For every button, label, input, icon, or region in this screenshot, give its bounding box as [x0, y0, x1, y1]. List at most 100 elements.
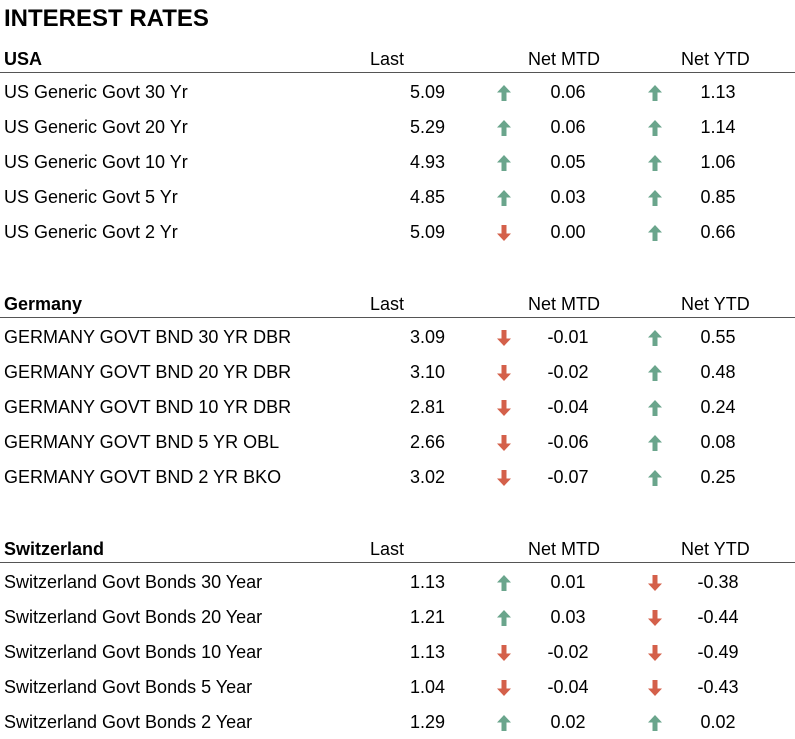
arrow-down-icon — [646, 609, 664, 627]
net-mtd-value: -0.02 — [547, 642, 589, 662]
section-header: Germany Last Net MTD Net YTD — [0, 293, 795, 318]
net-mtd-value: 0.03 — [550, 607, 586, 627]
instrument-name: GERMANY GOVT BND 10 YR DBR — [4, 397, 292, 417]
column-header-last: Last — [370, 49, 405, 69]
table-row: GERMANY GOVT BND 5 YR OBL 2.66 -0.06 0.08 — [0, 424, 795, 459]
arrow-down-icon — [495, 329, 513, 347]
arrow-up-icon — [646, 154, 664, 172]
arrow-up-icon — [646, 224, 664, 242]
column-header-net-ytd: Net YTD — [681, 539, 750, 559]
table-row: Switzerland Govt Bonds 10 Year 1.13 -0.02 -… — [0, 634, 795, 669]
net-ytd-value: -0.49 — [697, 642, 739, 662]
last-value: 2.81 — [409, 397, 445, 417]
table-row: Switzerland Govt Bonds 20 Year 1.21 0.03 -0… — [0, 599, 795, 634]
header-divider — [0, 562, 795, 563]
table-row: GERMANY GOVT BND 10 YR DBR 2.81 -0.04 0.24 — [0, 389, 795, 424]
net-ytd-value: 1.14 — [700, 117, 736, 137]
net-mtd-value: 0.06 — [550, 117, 586, 137]
net-mtd-value: -0.01 — [547, 327, 589, 347]
instrument-name: US Generic Govt 5 Yr — [4, 187, 178, 207]
net-mtd-value: 0.02 — [550, 712, 586, 732]
net-ytd-value: -0.38 — [697, 572, 739, 592]
last-value: 5.29 — [409, 117, 445, 137]
last-value: 5.09 — [409, 222, 445, 242]
arrow-down-icon — [495, 644, 513, 662]
net-ytd-value: 0.08 — [700, 432, 736, 452]
column-header-net-ytd: Net YTD — [681, 294, 750, 314]
arrow-down-icon — [495, 224, 513, 242]
section-title: USA — [4, 49, 43, 69]
last-value: 4.93 — [409, 152, 445, 172]
arrow-up-icon — [646, 84, 664, 102]
arrow-up-icon — [646, 469, 664, 487]
net-mtd-value: 0.00 — [550, 222, 586, 242]
net-ytd-value: -0.43 — [697, 677, 739, 697]
last-value: 5.09 — [409, 82, 445, 102]
last-value: 3.02 — [409, 467, 445, 487]
instrument-name: US Generic Govt 10 Yr — [4, 152, 188, 172]
header-divider — [0, 317, 795, 318]
table-row: GERMANY GOVT BND 2 YR BKO 3.02 -0.07 0.25 — [0, 459, 795, 494]
arrow-down-icon — [495, 364, 513, 382]
table-row: US Generic Govt 30 Yr 5.09 0.06 1.13 — [0, 74, 795, 109]
net-ytd-value: 1.13 — [700, 82, 736, 102]
section-title: Germany — [4, 294, 83, 314]
last-value: 1.04 — [409, 677, 445, 697]
net-mtd-value: -0.02 — [547, 362, 589, 382]
arrow-down-icon — [495, 679, 513, 697]
instrument-name: GERMANY GOVT BND 20 YR DBR — [4, 362, 292, 382]
arrow-down-icon — [495, 434, 513, 452]
net-ytd-value: 0.24 — [700, 397, 736, 417]
arrow-up-icon — [646, 714, 664, 732]
section-title: Switzerland — [4, 539, 105, 559]
arrow-down-icon — [646, 679, 664, 697]
table-row: Switzerland Govt Bonds 2 Year 1.29 0.02 0.0… — [0, 704, 795, 739]
table-row: US Generic Govt 2 Yr 5.09 0.00 0.66 — [0, 214, 795, 249]
arrow-down-icon — [646, 574, 664, 592]
section-header: Switzerland Last Net MTD Net YTD — [0, 538, 795, 563]
last-value: 1.29 — [409, 712, 445, 732]
net-ytd-value: 0.02 — [700, 712, 736, 732]
header-divider — [0, 72, 795, 73]
net-ytd-value: 0.85 — [700, 187, 736, 207]
arrow-up-icon — [646, 399, 664, 417]
instrument-name: Switzerland Govt Bonds 10 Year — [4, 642, 263, 662]
net-mtd-value: 0.01 — [550, 572, 586, 592]
column-header-net-mtd: Net MTD — [528, 294, 600, 314]
arrow-up-icon — [495, 154, 513, 172]
net-ytd-value: 1.06 — [700, 152, 736, 172]
table-row: US Generic Govt 5 Yr 4.85 0.03 0.85 — [0, 179, 795, 214]
instrument-name: US Generic Govt 2 Yr — [4, 222, 178, 242]
arrow-up-icon — [495, 574, 513, 592]
arrow-up-icon — [646, 189, 664, 207]
net-ytd-value: 0.25 — [700, 467, 736, 487]
section-header: USA Last Net MTD Net YTD — [0, 48, 795, 73]
net-mtd-value: 0.06 — [550, 82, 586, 102]
net-ytd-value: -0.44 — [697, 607, 739, 627]
table-row: US Generic Govt 20 Yr 5.29 0.06 1.14 — [0, 109, 795, 144]
instrument-name: US Generic Govt 20 Yr — [4, 117, 188, 137]
arrow-up-icon — [495, 84, 513, 102]
arrow-up-icon — [646, 434, 664, 452]
net-ytd-value: 0.55 — [700, 327, 736, 347]
arrow-up-icon — [495, 189, 513, 207]
last-value: 4.85 — [409, 187, 445, 207]
instrument-name: Switzerland Govt Bonds 20 Year — [4, 607, 263, 627]
net-mtd-value: -0.06 — [547, 432, 589, 452]
net-mtd-value: -0.04 — [547, 397, 589, 417]
instrument-name: GERMANY GOVT BND 2 YR BKO — [4, 467, 282, 487]
net-mtd-value: 0.03 — [550, 187, 586, 207]
arrow-down-icon — [646, 644, 664, 662]
column-header-net-mtd: Net MTD — [528, 539, 600, 559]
instrument-name: US Generic Govt 30 Yr — [4, 82, 188, 102]
arrow-up-icon — [495, 714, 513, 732]
arrow-up-icon — [495, 119, 513, 137]
table-row: US Generic Govt 10 Yr 4.93 0.05 1.06 — [0, 144, 795, 179]
last-value: 1.21 — [409, 607, 445, 627]
table-row: GERMANY GOVT BND 20 YR DBR 3.10 -0.02 0.48 — [0, 354, 795, 389]
last-value: 2.66 — [409, 432, 445, 452]
arrow-up-icon — [495, 609, 513, 627]
section-switzerland: Switzerland Last Net MTD Net YTD Switzerland… — [0, 538, 795, 739]
table-row: Switzerland Govt Bonds 5 Year 1.04 -0.04 -0… — [0, 669, 795, 704]
instrument-name: GERMANY GOVT BND 5 YR OBL — [4, 432, 280, 452]
